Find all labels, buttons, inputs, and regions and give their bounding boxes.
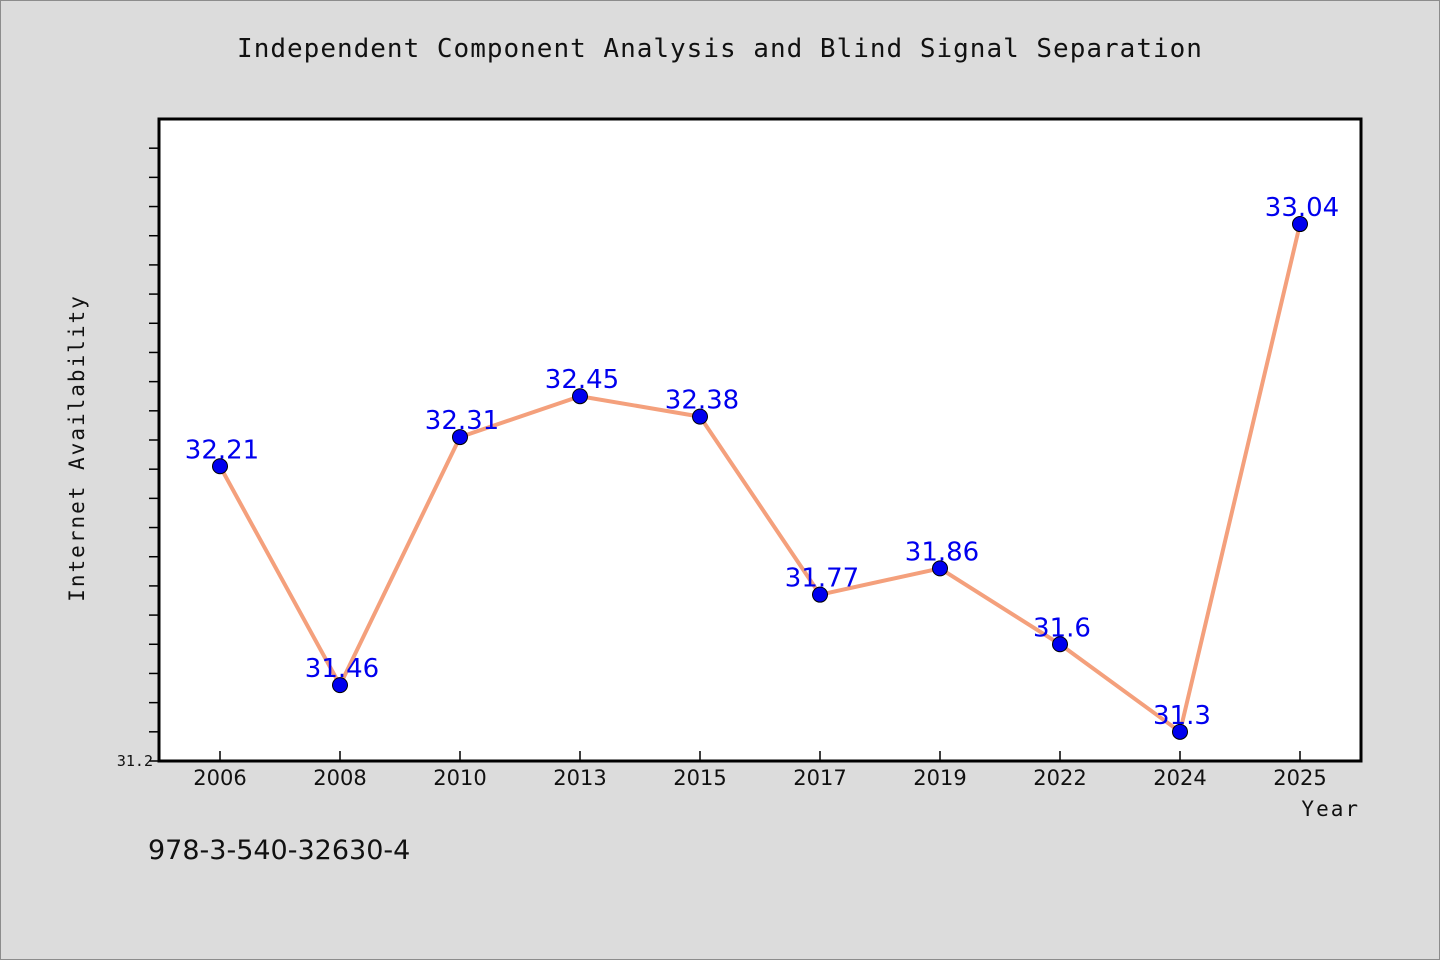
plot-area [157,117,1363,763]
x-tick-label: 2013 [553,766,606,790]
x-tick-label: 2006 [193,766,246,790]
data-markers [212,216,1308,740]
data-label: 31.6 [1033,613,1091,643]
data-point [1052,636,1068,653]
data-label: 32.21 [185,435,259,465]
data-point [932,560,948,577]
data-label: 32.45 [545,365,619,395]
data-label: 31.3 [1153,701,1211,731]
x-tick-label: 2008 [313,766,366,790]
series-line [218,223,1302,734]
data-point [1292,216,1308,233]
data-point [332,677,348,694]
y-tick-label: 31.2 [117,752,153,770]
isbn-code: 978-3-540-32630-4 [148,835,411,866]
data-point [692,408,708,425]
data-labels: 32.21 31.46 32.31 32.45 32.38 31.77 31.86 31.6 3… [185,193,1339,731]
data-point [572,388,588,405]
data-point [452,429,468,446]
x-axis-ticks: 2006 2008 2010 2013 2015 2017 2019 2022 2024 2025 [193,751,1327,790]
data-label: 31.46 [305,654,379,684]
x-tick-label: 2025 [1273,766,1326,790]
data-point [212,458,228,475]
x-axis-label: Year [1301,797,1360,821]
data-point [1172,723,1188,740]
x-tick-label: 2010 [433,766,486,790]
y-axis-label: Internet Availability [65,294,89,602]
data-label: 33.04 [1265,193,1339,223]
data-label: 31.86 [905,537,979,567]
x-tick-label: 2019 [913,766,966,790]
x-tick-label: 2024 [1153,766,1206,790]
x-tick-label: 2022 [1033,766,1086,790]
y-axis-ticks: 31.2 [117,147,159,770]
x-tick-label: 2015 [673,766,726,790]
data-point [812,586,828,603]
data-label: 32.38 [665,386,739,416]
data-label: 32.31 [425,406,499,436]
chart-title: Independent Component Analysis and Blind… [237,34,1203,64]
x-tick-label: 2017 [793,766,846,790]
data-label: 31.77 [785,564,859,594]
